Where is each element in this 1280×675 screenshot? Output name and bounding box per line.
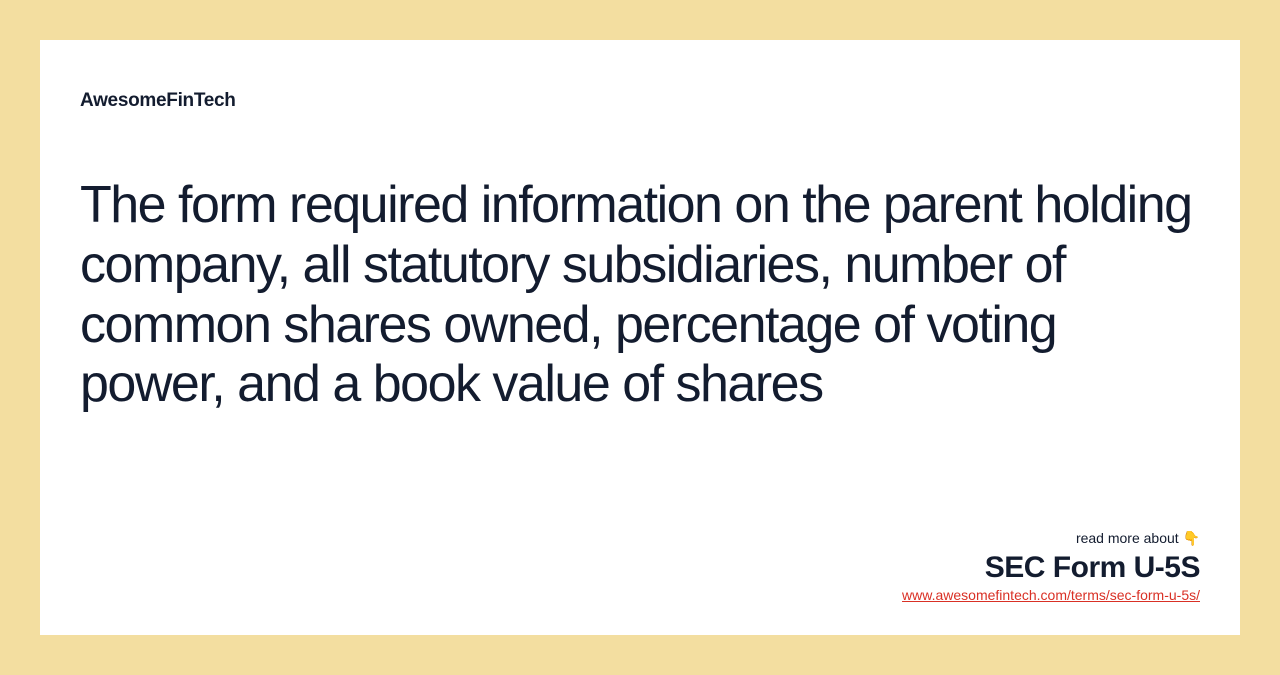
source-url-link[interactable]: www.awesomefintech.com/terms/sec-form-u-… — [902, 587, 1200, 603]
brand-logo: AwesomeFinTech — [80, 90, 1200, 112]
read-more-label: read more about 👇 — [902, 530, 1200, 547]
term-title: SEC Form U-5S — [902, 551, 1200, 585]
content-card: AwesomeFinTech The form required informa… — [40, 40, 1240, 635]
footer-section: read more about 👇 SEC Form U-5S www.awes… — [902, 530, 1200, 605]
